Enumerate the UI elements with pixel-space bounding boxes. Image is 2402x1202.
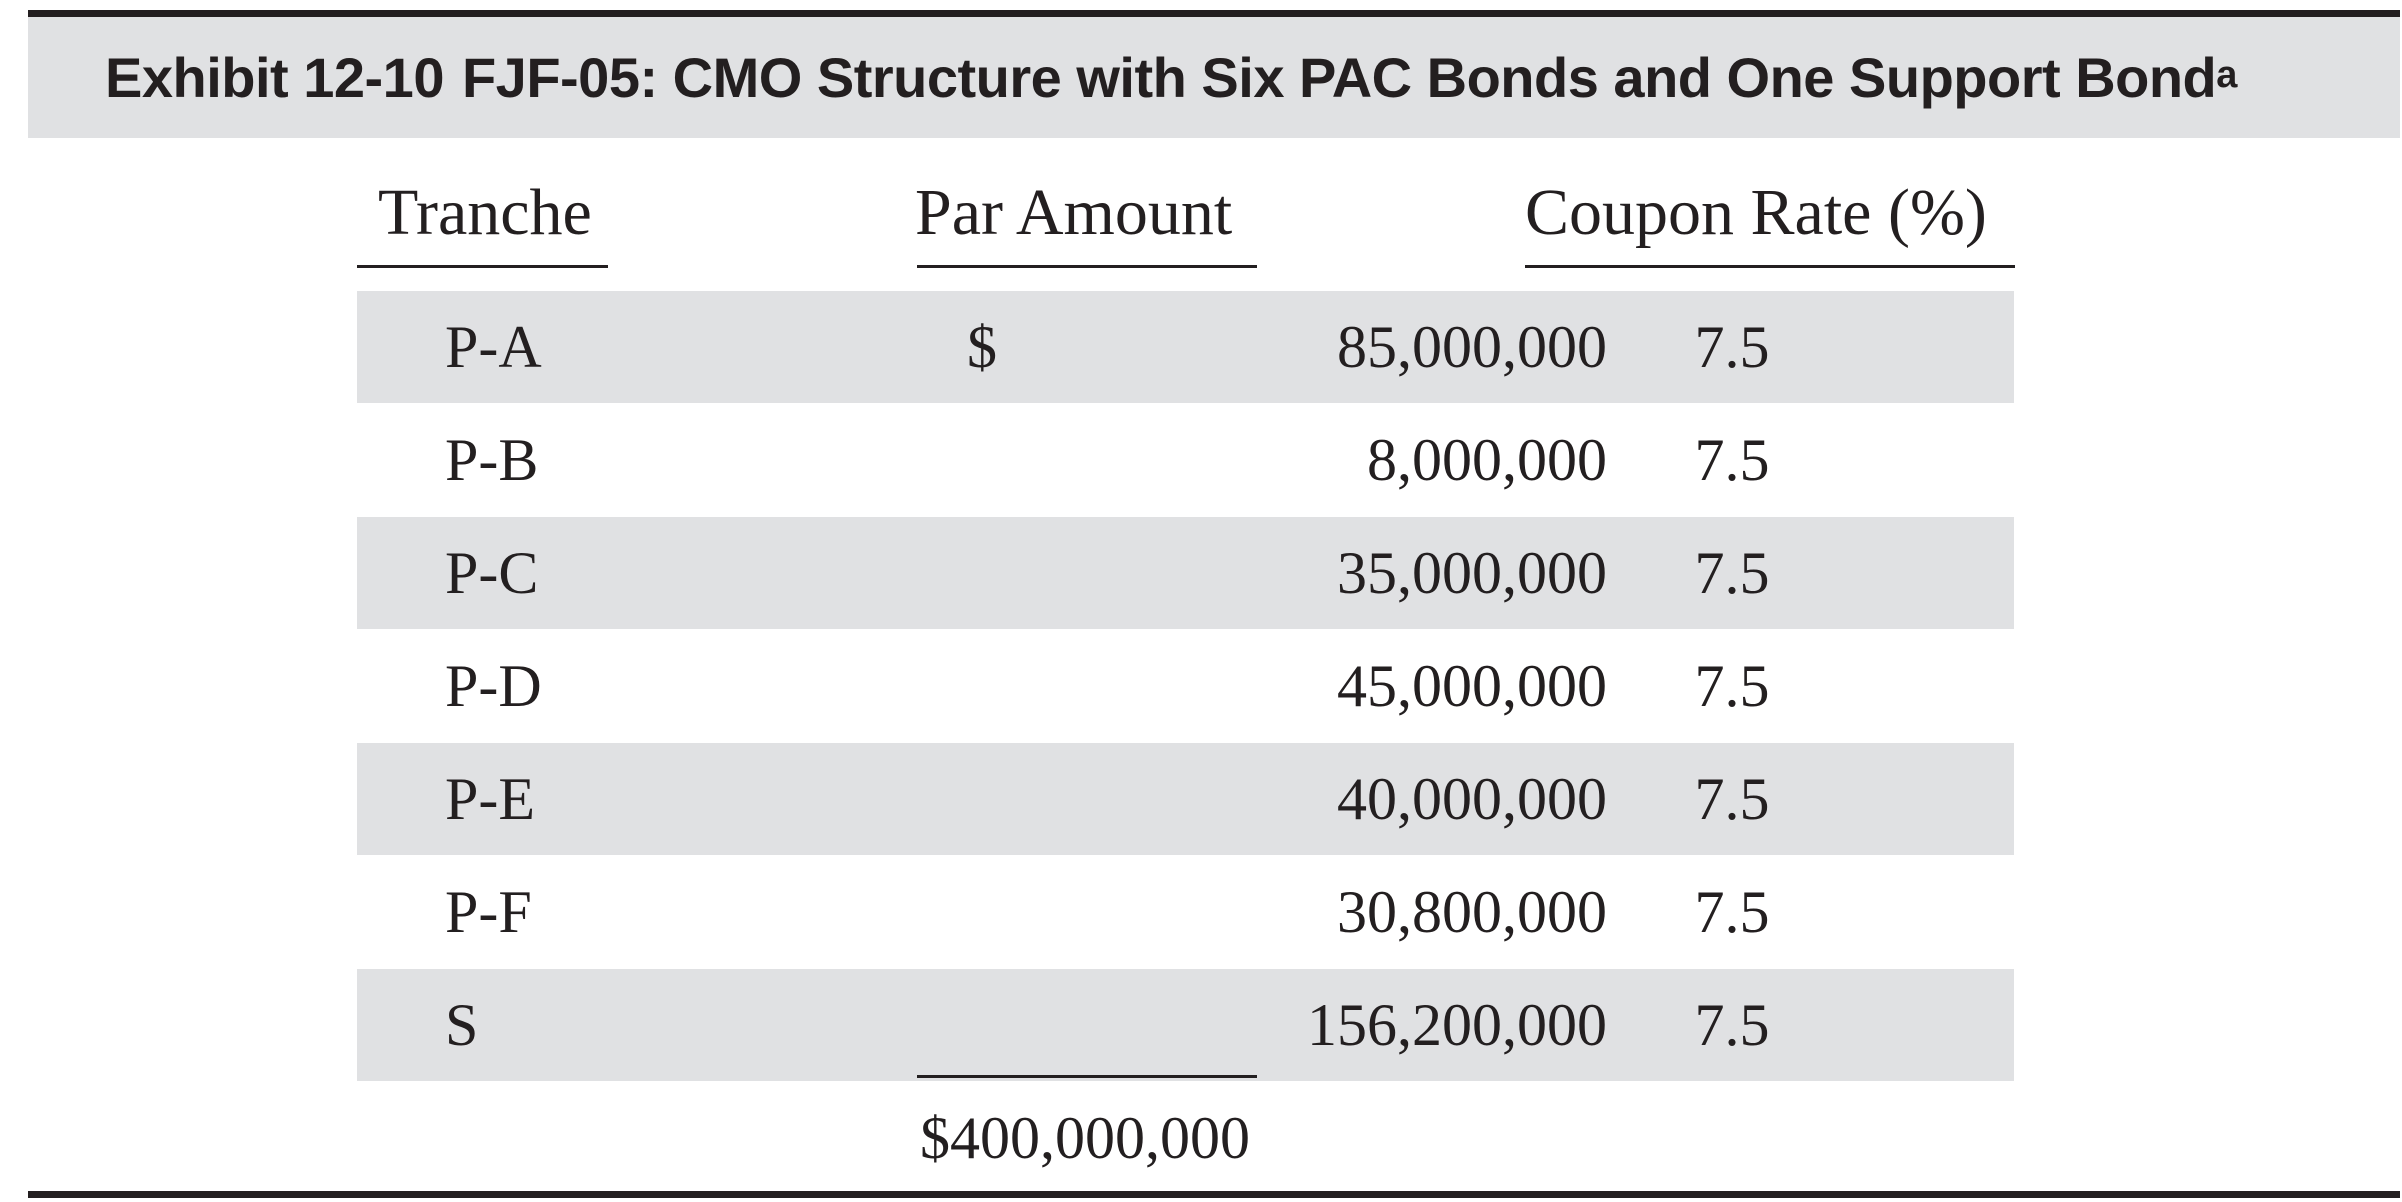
tranche-cell: P-E [445,766,535,832]
par-amount-cell: $ 85,000,000 [917,291,1607,403]
table-row: P-D 45,000,000 7.5 [357,630,2014,742]
table-row: P-E 40,000,000 7.5 [357,743,2014,855]
tranche-cell: P-A [445,314,542,380]
exhibit-title: Exhibit 12-10 FJF-05: CMO Structure with … [105,38,2237,125]
currency-symbol: $ [967,314,997,380]
table-row: S 156,200,000 7.5 [357,969,2014,1081]
table-row: P-A $ 85,000,000 7.5 [357,291,2014,403]
par-amount-cell: 40,000,000 [1337,766,1607,832]
coupon-rate-cell: 7.5 [1694,427,1770,493]
tranche-cell: P-F [445,879,532,945]
coupon-rate-cell: 7.5 [1694,992,1770,1058]
header-tranche: Tranche [378,176,592,249]
par-amount-cell: 30,800,000 [1337,879,1607,945]
par-amount-cell: 156,200,000 [1307,992,1607,1058]
tranche-cell: P-B [445,427,539,493]
coupon-rate-cell: 7.5 [1694,879,1770,945]
header-tranche-rule [357,265,608,268]
coupon-rate-cell: 7.5 [1694,314,1770,380]
top-rule [28,10,2400,17]
table-row: P-B 8,000,000 7.5 [357,404,2014,516]
coupon-rate-cell: 7.5 [1694,653,1770,719]
coupon-rate-cell: 7.5 [1694,540,1770,606]
tranche-cell: P-D [445,653,542,719]
header-par-amount: Par Amount [915,176,1233,249]
par-amount-cell: 35,000,000 [1337,540,1607,606]
header-par-amount-rule [917,265,1257,268]
coupon-rate-cell: 7.5 [1694,766,1770,832]
par-amount-cell: 8,000,000 [1367,427,1607,493]
bottom-rule [28,1191,2400,1198]
tranche-cell: P-C [445,540,539,606]
total-par-amount: $400,000,000 [920,1105,1250,1171]
table-row: P-F 30,800,000 7.5 [357,856,2014,968]
par-amount-cell: 45,000,000 [1337,653,1607,719]
tranche-cell: S [445,992,479,1058]
exhibit-title-text: FJF-05: CMO Structure with Six PAC Bonds… [461,46,2217,109]
sum-rule [917,1075,1257,1078]
header-coupon-rate: Coupon Rate (%) [1525,176,1987,249]
footnote-marker: a [2216,54,2237,96]
title-bar [28,17,2400,138]
header-coupon-rate-rule [1525,265,2015,268]
table-row: P-C 35,000,000 7.5 [357,517,2014,629]
exhibit-number: Exhibit 12-10 [105,46,444,109]
par-amount-value: 85,000,000 [1337,314,1607,380]
